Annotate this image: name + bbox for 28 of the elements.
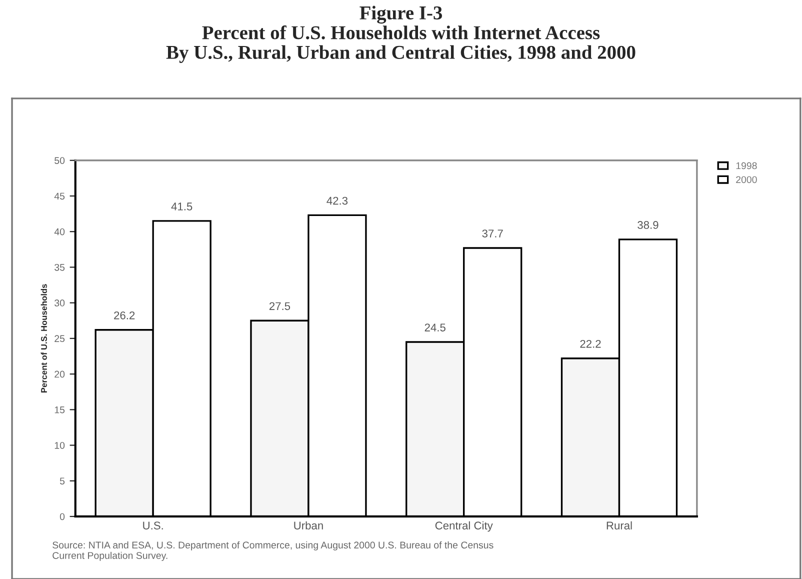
y-tick-label: 30: [54, 300, 65, 306]
y-tick-label: 5: [60, 478, 65, 484]
data-label: 37.7: [482, 230, 503, 238]
y-tick-label: 20: [54, 370, 65, 378]
data-label: 22.2: [580, 340, 601, 348]
data-label: 41.5: [171, 202, 192, 210]
y-tick-label: 15: [54, 406, 65, 414]
legend-label: 2000: [736, 176, 757, 184]
y-tick-label: 35: [54, 264, 65, 271]
y-tick-label: 10: [54, 442, 65, 449]
x-tick-label: U.S.: [143, 522, 163, 530]
data-label: 26.2: [114, 311, 135, 320]
chart-title: Figure I-3 Percent of U.S. Households with Internet Access By U.S., Rural, Urban and Central Cities, 1998 and 2000: [166, 6, 636, 63]
x-tick-label: Rural: [606, 521, 632, 530]
source-note: Source: NTIA and ESA, U.S. Department of Commerce, using August 2000 U.S. Bureau of the Census Current Population Survey.: [52, 541, 494, 561]
y-tick-label: 25: [54, 335, 65, 342]
x-tick-label: Urban: [294, 521, 323, 530]
x-tick-label: Central City: [435, 521, 493, 532]
y-tick-label: 40: [54, 228, 65, 236]
data-label: 38.9: [638, 221, 658, 229]
y-tick-label: 45: [54, 192, 65, 200]
y-axis-title: Percent of U.S. Households: [40, 284, 47, 393]
legend-label: 1998: [736, 162, 757, 170]
data-label: 24.5: [424, 324, 446, 332]
y-tick-label: 50: [54, 157, 65, 164]
data-label: 27.5: [269, 302, 290, 310]
data-label: 42.3: [326, 196, 348, 205]
y-tick-label: 0: [60, 513, 65, 520]
